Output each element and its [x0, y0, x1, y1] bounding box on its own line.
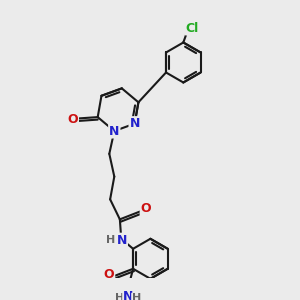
Text: H: H: [116, 293, 125, 300]
Text: H: H: [106, 235, 115, 245]
Text: O: O: [141, 202, 151, 215]
Text: N: N: [109, 124, 119, 137]
Text: N: N: [130, 117, 140, 130]
Text: O: O: [103, 268, 114, 281]
Text: O: O: [68, 113, 78, 126]
Text: N: N: [117, 234, 127, 247]
Text: H: H: [132, 293, 141, 300]
Text: N: N: [123, 290, 134, 300]
Text: Cl: Cl: [186, 22, 199, 34]
